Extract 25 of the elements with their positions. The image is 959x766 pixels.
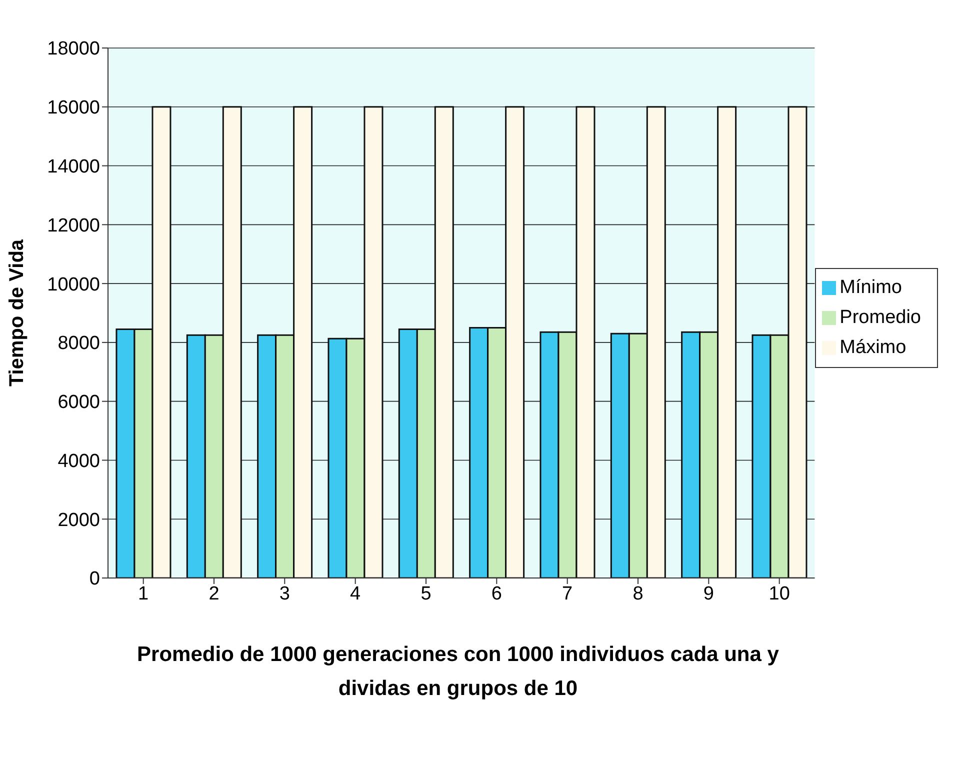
x-tick-label: 4 [350, 583, 362, 604]
x-tick-label: 1 [138, 583, 149, 604]
y-tick-label: 8000 [58, 333, 100, 354]
y-axis-title: Tiempo de Vida [6, 238, 28, 387]
x-tick-label: 8 [632, 583, 644, 604]
x-tick-label: 6 [491, 583, 502, 604]
y-tick-label: 4000 [58, 450, 100, 472]
y-tick-label: 2000 [58, 510, 100, 531]
y-tick-label: 14000 [47, 156, 100, 178]
legend-label: Mínimo [840, 277, 902, 298]
x-tick-label: 7 [562, 583, 573, 604]
x-tick-label: 10 [768, 583, 790, 604]
y-tick-label: 16000 [47, 98, 100, 119]
legend-label: Promedio [840, 307, 921, 328]
y-tick-label: 18000 [47, 38, 100, 60]
x-axis-title: Promedio de 1000 generaciones con 1000 individuos cada una y dividas en grupos de 10 [137, 643, 779, 700]
x-tick-label: 9 [703, 583, 714, 604]
x-tick-label: 2 [208, 583, 220, 604]
x-tick-label: 3 [279, 583, 290, 604]
y-tick-label: 12000 [47, 215, 100, 236]
y-tick-label: 10000 [47, 274, 100, 296]
x-tick-label: 5 [420, 583, 432, 604]
y-tick-label: 0 [89, 568, 100, 590]
y-tick-label: 6000 [58, 392, 100, 414]
legend-label: Máximo [840, 337, 906, 358]
